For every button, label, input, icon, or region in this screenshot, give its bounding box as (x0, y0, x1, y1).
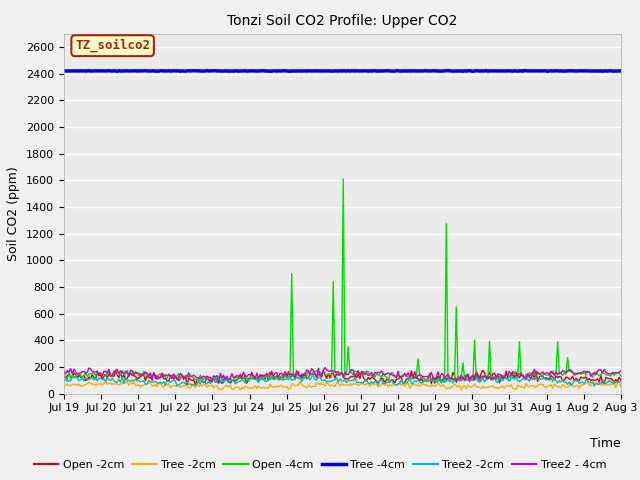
Tree2 - 4cm (60, 368, 68, 374)
Open -2cm (185, 375, 193, 381)
Line: Tree2 - 4cm: Tree2 - 4cm (64, 368, 621, 383)
Line: Tree -2cm: Tree -2cm (64, 381, 621, 390)
Open -4cm (67, 374, 74, 380)
Tree2 -2cm (227, 378, 234, 384)
Tree2 - 4cm (617, 368, 625, 374)
Line: Tree -4cm: Tree -4cm (64, 71, 621, 72)
Tree2 - 4cm (228, 371, 236, 376)
Tree -4cm (544, 69, 552, 74)
Legend: Open -2cm, Tree -2cm, Open -4cm, Tree -4cm, Tree2 -2cm, Tree2 - 4cm: Open -2cm, Tree -2cm, Open -4cm, Tree -4… (29, 456, 611, 474)
Open -2cm (183, 383, 191, 388)
Open -4cm (617, 373, 625, 379)
Tree -2cm (589, 378, 596, 384)
Tree -2cm (60, 383, 68, 389)
Tree2 - 4cm (67, 366, 74, 372)
Open -4cm (227, 375, 234, 381)
Tree2 -2cm (60, 377, 68, 383)
Open -2cm (228, 378, 236, 384)
Text: TZ_soilco2: TZ_soilco2 (75, 39, 150, 52)
Open -2cm (617, 377, 625, 383)
Tree -2cm (617, 384, 625, 390)
Open -2cm (479, 367, 486, 373)
Open -4cm (476, 380, 483, 385)
Tree -2cm (183, 382, 191, 388)
Open -2cm (67, 375, 74, 381)
Tree -2cm (524, 384, 532, 389)
Line: Tree2 -2cm: Tree2 -2cm (64, 375, 621, 386)
Tree -2cm (374, 384, 382, 389)
Tree2 - 4cm (321, 365, 329, 371)
Tree -2cm (227, 382, 234, 388)
Open -4cm (60, 371, 68, 377)
Open -4cm (519, 373, 527, 379)
Tree2 -2cm (310, 372, 317, 378)
Tree -2cm (67, 383, 74, 389)
Tree -4cm (524, 68, 532, 74)
Tree -4cm (372, 68, 380, 74)
Tree2 - 4cm (376, 370, 383, 376)
Open -2cm (519, 372, 527, 378)
Tree2 -2cm (183, 380, 191, 385)
Tree2 -2cm (590, 383, 598, 389)
Line: Open -4cm: Open -4cm (64, 179, 621, 383)
Tree -4cm (67, 68, 74, 74)
Tree2 -2cm (524, 376, 532, 382)
Tree -4cm (183, 68, 191, 74)
Text: Time: Time (590, 437, 621, 450)
Open -4cm (525, 370, 533, 375)
Tree -2cm (236, 387, 244, 393)
Open -2cm (525, 373, 533, 379)
Tree2 - 4cm (183, 374, 191, 380)
Tree2 -2cm (67, 378, 74, 384)
Tree -4cm (617, 68, 625, 74)
Title: Tonzi Soil CO2 Profile: Upper CO2: Tonzi Soil CO2 Profile: Upper CO2 (227, 14, 458, 28)
Tree2 - 4cm (215, 380, 223, 386)
Y-axis label: Soil CO2 (ppm): Soil CO2 (ppm) (8, 166, 20, 261)
Open -2cm (374, 380, 382, 386)
Tree2 - 4cm (519, 374, 527, 380)
Tree2 -2cm (517, 377, 525, 383)
Tree -4cm (516, 68, 524, 74)
Tree -4cm (60, 68, 68, 74)
Open -4cm (374, 372, 382, 378)
Open -4cm (183, 372, 191, 378)
Tree2 -2cm (617, 379, 625, 385)
Open -4cm (339, 176, 347, 182)
Open -2cm (60, 373, 68, 379)
Line: Open -2cm: Open -2cm (64, 370, 621, 385)
Tree -2cm (517, 384, 525, 390)
Tree2 -2cm (374, 382, 382, 388)
Tree -4cm (227, 68, 234, 74)
Tree2 - 4cm (525, 374, 533, 380)
Tree -4cm (520, 68, 528, 73)
